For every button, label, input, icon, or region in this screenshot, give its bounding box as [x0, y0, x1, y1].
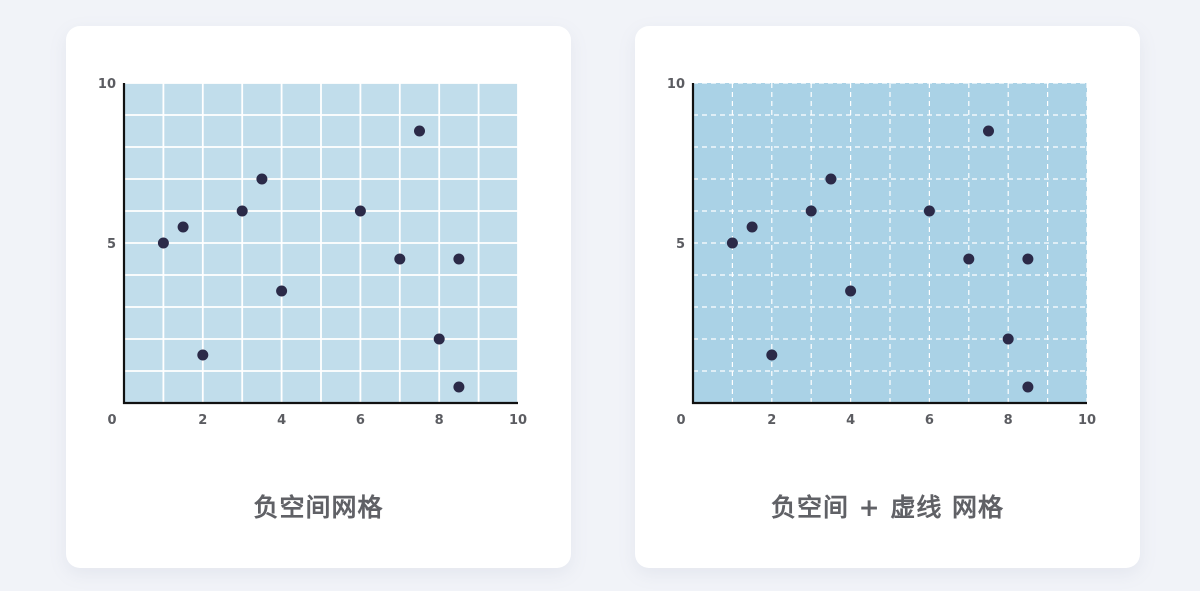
dashed-grid-scatter-chart: 0 2 4 6 8 10 5 10: [667, 77, 1096, 428]
x-tick-label: 8: [1004, 413, 1013, 428]
y-tick-label: 10: [667, 77, 685, 92]
data-point: [276, 285, 288, 297]
data-point: [256, 173, 268, 185]
x-tick-label: 10: [1078, 413, 1096, 428]
data-point: [197, 349, 209, 361]
data-point: [453, 381, 465, 393]
x-tick-label: 4: [277, 413, 286, 428]
x-tick-label: 4: [846, 413, 855, 428]
y-tick-label: 10: [98, 77, 116, 92]
data-point: [825, 173, 837, 185]
data-point: [177, 221, 189, 233]
data-point: [983, 125, 994, 137]
x-tick-label: 2: [198, 413, 207, 428]
data-point: [1002, 333, 1014, 345]
data-point: [414, 125, 425, 137]
solid-grid-chart-title: 负空间网格: [253, 493, 384, 522]
y-tick-label: 5: [676, 237, 685, 252]
x-tick-label: 2: [767, 413, 776, 428]
data-point: [805, 205, 817, 217]
data-point: [157, 237, 169, 249]
solid-grid-scatter-chart: 0 2 4 6 8 10 5 10: [98, 77, 527, 428]
x-tick-label: 8: [435, 413, 444, 428]
x-tick-label: 0: [676, 413, 685, 428]
data-point: [845, 285, 857, 297]
x-tick-label: 6: [356, 413, 365, 428]
data-point: [394, 253, 406, 265]
data-point: [766, 349, 778, 361]
data-point: [1022, 381, 1034, 393]
x-tick-label: 0: [107, 413, 116, 428]
x-tick-label: 10: [509, 413, 527, 428]
data-point: [236, 205, 248, 217]
y-tick-label: 5: [107, 237, 116, 252]
data-point: [433, 333, 445, 345]
data-point: [726, 237, 738, 249]
data-point: [1022, 253, 1034, 265]
data-point: [453, 253, 465, 265]
dashed-grid-chart-title: 负空间 + 虚线 网格: [770, 493, 1005, 522]
data-point: [963, 253, 975, 265]
x-tick-label: 6: [925, 413, 934, 428]
data-point: [354, 205, 366, 217]
solid-grid-card: 0 2 4 6 8 10 5 10 负空间网格: [66, 26, 571, 568]
dashed-grid-card: 0 2 4 6 8 10 5 10 负空间 + 虚线 网格: [635, 26, 1140, 568]
data-point: [923, 205, 935, 217]
data-point: [746, 221, 758, 233]
